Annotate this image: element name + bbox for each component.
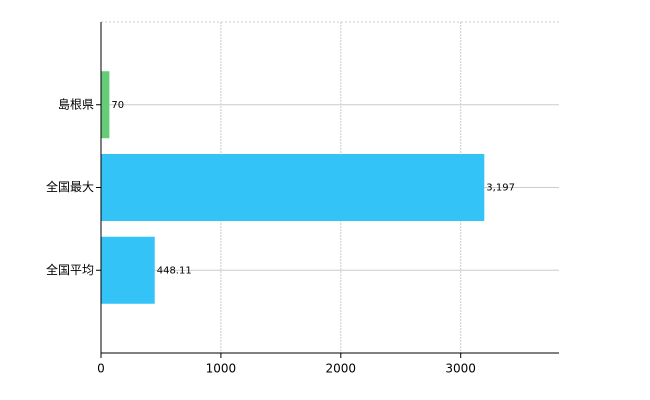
- bar: [101, 236, 155, 304]
- value-label: 3,197: [486, 183, 515, 194]
- y-tick-label: 全国平均: [46, 262, 94, 277]
- x-tick-label: 1000: [206, 362, 237, 376]
- bar: [101, 71, 110, 139]
- value-label: 70: [111, 100, 124, 111]
- x-tick-label: 0: [97, 362, 105, 376]
- bar: [101, 154, 485, 221]
- y-tick-label: 全国最大: [46, 179, 94, 194]
- x-tick-label: 3000: [445, 362, 476, 376]
- y-tick-label: 島根県: [58, 96, 94, 111]
- value-label: 448.11: [157, 265, 192, 276]
- x-tick-label: 2000: [326, 362, 357, 376]
